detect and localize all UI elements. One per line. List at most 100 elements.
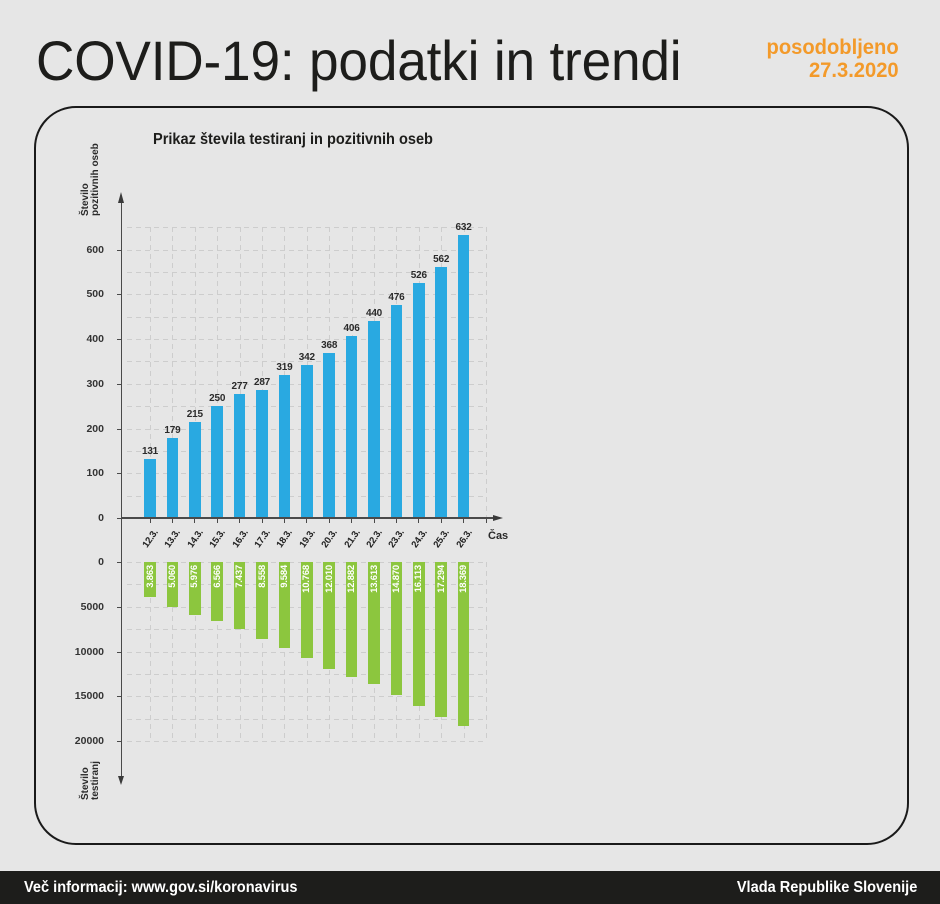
bar-value-label: 476 <box>388 291 405 303</box>
bar-value-label: 562 <box>433 253 450 265</box>
x-tick <box>261 518 263 523</box>
bar-value-label: 277 <box>231 381 248 393</box>
bar-value-label-inside: 12.010 <box>323 565 335 593</box>
bar-value-label-inside: 10.768 <box>301 565 313 593</box>
x-tick <box>486 518 487 523</box>
x-tick <box>440 518 442 523</box>
y-tick <box>117 428 122 430</box>
bar-tests <box>189 562 201 616</box>
updated-date: 27.3.2020 <box>809 59 899 82</box>
bar-tests <box>233 562 246 629</box>
arrow-up-icon <box>118 192 125 203</box>
arrow-down-icon <box>118 776 125 785</box>
bar-value-label-inside: 13.613 <box>368 565 380 593</box>
footer-organization: Vlada Republike Slovenije <box>736 879 917 896</box>
gridline-vertical <box>194 227 196 518</box>
bar-value-label-inside: 5.976 <box>189 565 201 588</box>
bar-value-label: 287 <box>253 376 271 388</box>
gridline-horizontal <box>127 718 486 720</box>
y-tick <box>117 562 122 563</box>
bar-value-label-inside: 16.113 <box>413 565 425 593</box>
y-tick <box>117 249 122 251</box>
y-axis-line <box>121 200 123 778</box>
bar-positives <box>435 266 447 518</box>
arrow-right-icon <box>493 514 503 521</box>
bar-tests <box>435 562 447 717</box>
y-tick-label: 100 <box>86 467 104 480</box>
y-tick <box>117 383 122 385</box>
bar-value-label-inside: 17.294 <box>435 565 447 593</box>
gridline-vertical <box>172 227 174 518</box>
gridline-vertical <box>217 227 219 518</box>
gridline-vertical <box>150 227 151 518</box>
y-tick <box>117 741 122 742</box>
gridline-vertical <box>239 562 241 741</box>
x-tick <box>418 518 420 523</box>
bar-tests <box>368 562 380 684</box>
y-tick <box>117 696 122 698</box>
bar-value-label: 406 <box>343 323 360 335</box>
gridline-horizontal <box>127 316 486 318</box>
bar-positives <box>144 459 156 518</box>
gridline-horizontal <box>127 249 486 251</box>
y-axis-title-line: testiranj <box>90 761 101 800</box>
bar-positives <box>166 437 179 518</box>
gridline-horizontal <box>127 741 486 742</box>
y-tick-label: 10000 <box>74 645 104 658</box>
gridline-vertical <box>194 562 196 741</box>
bar-value-label: 632 <box>455 222 472 234</box>
y-tick-label: 600 <box>86 243 104 256</box>
y-tick <box>117 606 122 608</box>
bar-value-label: 342 <box>298 351 315 363</box>
y-axis-title-positives: Število pozitivnih oseb <box>80 143 101 216</box>
bar-tests <box>345 562 358 678</box>
bar-tests <box>211 562 223 621</box>
bar-positives <box>189 421 201 518</box>
bar-value-label-inside: 8.558 <box>256 565 268 588</box>
chart-title: Prikaz števila testiranj in pozitivnih o… <box>153 131 433 148</box>
y-tick-label: 0 <box>98 512 104 524</box>
y-tick-label: 500 <box>86 288 104 301</box>
y-tick <box>117 339 122 340</box>
x-tick <box>283 518 285 523</box>
updated-info: posodobljeno 27.3.2020 <box>767 36 899 82</box>
bar-tests <box>390 562 403 696</box>
bar-positives <box>256 389 268 518</box>
gridline-vertical <box>217 562 219 741</box>
bar-positives <box>457 235 470 518</box>
gridline-horizontal <box>127 294 486 296</box>
x-tick <box>149 518 151 523</box>
gridline-horizontal <box>127 339 486 340</box>
y-tick-label: 300 <box>86 377 104 390</box>
bar-positives <box>323 353 335 518</box>
gridline-vertical <box>486 562 487 741</box>
bar-tests <box>323 562 335 670</box>
footer-info-text: Več informacij: www.gov.si/koronavirus <box>24 879 298 896</box>
bar-positives <box>278 375 291 518</box>
x-tick <box>395 518 397 523</box>
bar-positives <box>413 282 425 518</box>
bar-value-label: 319 <box>276 362 293 374</box>
x-axis-line <box>122 517 495 519</box>
gridline-vertical <box>150 562 151 741</box>
y-tick <box>117 473 122 475</box>
y-tick-label: 400 <box>86 333 104 345</box>
bar-value-label-inside: 3.863 <box>144 565 156 588</box>
x-tick <box>216 518 218 523</box>
y-tick-label: 15000 <box>74 690 104 703</box>
gridline-vertical <box>262 227 263 518</box>
x-tick <box>306 518 308 523</box>
bar-value-label-inside: 14.870 <box>390 565 402 593</box>
bar-positives <box>390 304 403 518</box>
x-tick <box>463 518 465 523</box>
bar-value-label: 368 <box>321 340 338 352</box>
y-tick <box>117 294 122 296</box>
x-tick <box>194 518 196 523</box>
x-tick <box>373 518 375 523</box>
bar-value-label-inside: 7.437 <box>234 565 246 588</box>
bar-positives <box>368 321 380 518</box>
bar-value-label: 526 <box>410 269 427 281</box>
gridline-vertical <box>284 562 286 741</box>
bar-positives <box>233 394 246 518</box>
bar-tests <box>457 562 470 727</box>
